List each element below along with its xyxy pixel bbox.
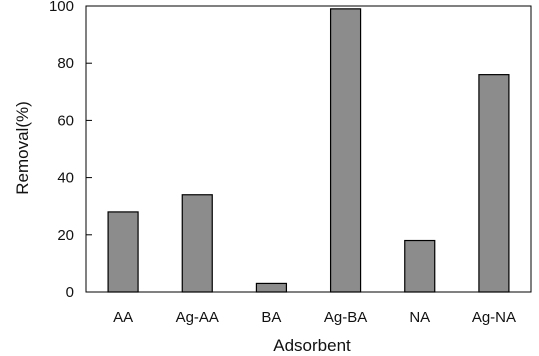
bar-na bbox=[404, 239, 436, 293]
x-tick-label: Ag-BA bbox=[324, 309, 367, 326]
x-axis-ticks: AA Ag-AA BA Ag-BA NA Ag-NA bbox=[113, 309, 516, 326]
y-tick-label: 0 bbox=[66, 284, 74, 301]
bar-ag-na bbox=[478, 74, 510, 293]
y-tick-label: 80 bbox=[57, 55, 74, 72]
x-tick-label: Ag-AA bbox=[176, 309, 219, 326]
y-tick-label: 60 bbox=[57, 112, 74, 129]
x-axis-title: Adsorbent bbox=[273, 336, 351, 355]
plot-border bbox=[85, 5, 532, 293]
bar-aa bbox=[107, 211, 139, 293]
bar-ba bbox=[255, 282, 288, 293]
x-tick-label: AA bbox=[113, 309, 133, 326]
bar-ag-aa bbox=[181, 194, 213, 293]
y-tick-label: 40 bbox=[57, 170, 74, 187]
y-axis-ticks: 0 20 40 60 80 100 bbox=[49, 0, 92, 301]
y-tick-label: 100 bbox=[49, 0, 74, 15]
y-tick-label: 20 bbox=[57, 227, 74, 244]
x-tick-label: Ag-NA bbox=[472, 309, 516, 326]
bar-ag-ba bbox=[329, 8, 362, 293]
x-tick-label: BA bbox=[261, 309, 281, 326]
plot-frame bbox=[85, 5, 532, 293]
y-axis-title: Removal(%) bbox=[13, 101, 32, 195]
x-tick-label: NA bbox=[409, 309, 430, 326]
bars-group bbox=[107, 8, 510, 293]
